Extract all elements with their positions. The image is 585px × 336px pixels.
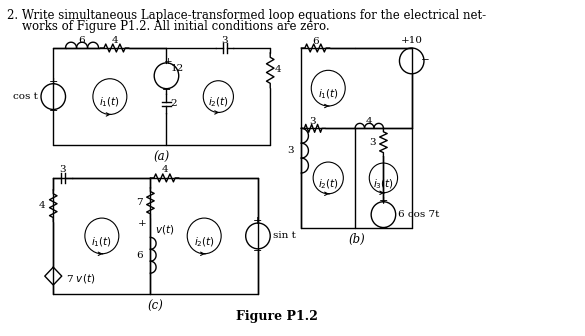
Text: (a): (a) [154, 151, 170, 164]
Text: $v(t)$: $v(t)$ [155, 223, 174, 236]
Text: (b): (b) [348, 233, 365, 246]
Text: −: − [49, 107, 58, 117]
Text: 6: 6 [78, 36, 85, 45]
Text: (c): (c) [147, 300, 164, 313]
Text: 3: 3 [287, 145, 294, 155]
Text: 3: 3 [222, 36, 228, 45]
Text: +: + [49, 77, 58, 87]
Text: $i_2(t)$: $i_2(t)$ [318, 177, 339, 191]
Text: 7 $v(t)$: 7 $v(t)$ [67, 271, 96, 285]
Text: sin t: sin t [273, 232, 296, 241]
Text: $i_1(t)$: $i_1(t)$ [318, 87, 339, 101]
Text: 6 cos 7t: 6 cos 7t [398, 210, 439, 219]
Text: 12: 12 [171, 64, 184, 73]
Text: 4: 4 [366, 117, 373, 126]
Text: 6: 6 [136, 251, 143, 260]
Text: 3: 3 [60, 166, 66, 174]
Text: 4: 4 [111, 36, 118, 45]
Text: Figure P1.2: Figure P1.2 [236, 310, 318, 323]
Text: 2: 2 [171, 99, 177, 108]
Text: $i_2(t)$: $i_2(t)$ [208, 96, 229, 109]
Text: 3: 3 [369, 138, 376, 147]
Text: $i_1(t)$: $i_1(t)$ [99, 96, 121, 109]
Text: −: − [162, 85, 171, 95]
Text: $i_2(t)$: $i_2(t)$ [194, 235, 215, 249]
Text: +: + [378, 196, 388, 206]
Text: 4: 4 [274, 65, 281, 74]
Text: $i_3(t)$: $i_3(t)$ [373, 177, 394, 191]
Text: 3: 3 [309, 117, 316, 126]
Text: +10: +10 [401, 36, 423, 45]
Text: −: − [378, 223, 388, 234]
Text: 6: 6 [312, 37, 319, 46]
Text: 4: 4 [39, 201, 46, 210]
Text: 2. Write simultaneous Laplace-transformed loop equations for the electrical net-: 2. Write simultaneous Laplace-transforme… [7, 9, 486, 22]
Text: +: + [138, 219, 147, 228]
Text: +: + [164, 57, 173, 67]
Text: $i_1(t)$: $i_1(t)$ [91, 235, 112, 249]
Text: −: − [421, 56, 429, 66]
Text: 7: 7 [136, 198, 143, 207]
Text: 4: 4 [161, 166, 168, 174]
Text: works of Figure P1.2. All initial conditions are zero.: works of Figure P1.2. All initial condit… [7, 20, 330, 33]
Text: cos t: cos t [13, 92, 38, 101]
Text: +: + [253, 216, 263, 226]
Text: −: − [253, 246, 263, 256]
